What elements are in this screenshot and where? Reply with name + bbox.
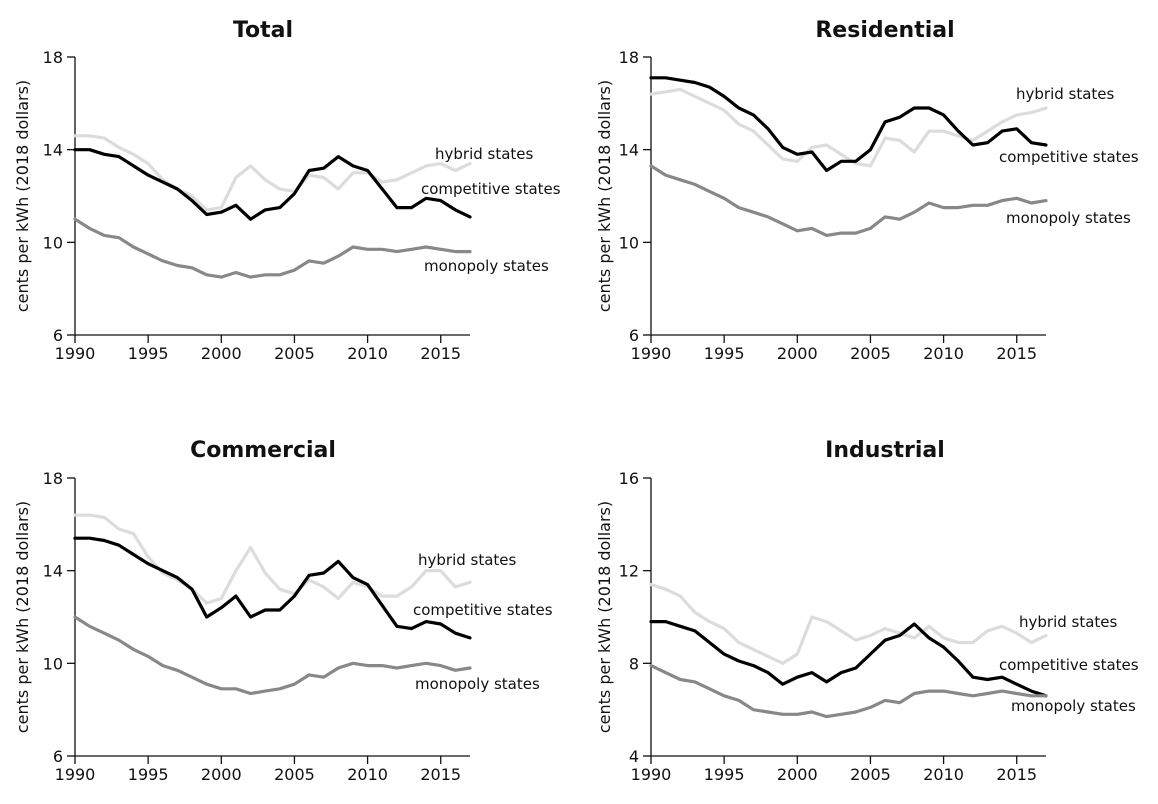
x-tick-label: 2010 (347, 765, 388, 784)
series-label-monopoly-states: monopoly states (1006, 209, 1131, 227)
y-tick-label: 16 (619, 469, 639, 488)
series-label-monopoly-states: monopoly states (415, 675, 540, 693)
x-tick-label: 1990 (55, 765, 96, 784)
chart-title: Total (233, 18, 293, 43)
y-axis-label: cents per kWh (2018 dollars) (13, 80, 32, 312)
series-label-monopoly-states: monopoly states (1011, 697, 1136, 715)
y-tick-label: 6 (53, 747, 63, 766)
y-axis-label: cents per kWh (2018 dollars) (595, 80, 614, 312)
x-tick-label: 2015 (420, 765, 461, 784)
x-tick-label: 2005 (274, 765, 315, 784)
series-line-hybrid-states (649, 582, 1048, 665)
x-tick-label: 2005 (850, 765, 891, 784)
series-line-hybrid-states (73, 513, 472, 605)
x-tick-label: 2015 (996, 765, 1037, 784)
y-tick-label: 10 (43, 654, 63, 673)
series-line-monopoly-states (73, 217, 472, 279)
chart-panel-2: Commercial 6 10 14 18 1990 1995 2000 2005 2010 201… (13, 438, 553, 784)
series-label-hybrid-states: hybrid states (1019, 613, 1118, 631)
y-tick-label: 8 (629, 654, 639, 673)
y-tick-label: 6 (629, 326, 639, 345)
x-tick-label: 2000 (777, 765, 818, 784)
y-tick-label: 14 (43, 141, 63, 160)
x-tick-label: 2015 (996, 344, 1037, 363)
x-tick-label: 2015 (420, 344, 461, 363)
y-tick-label: 12 (619, 562, 639, 581)
y-tick-label: 10 (43, 233, 63, 252)
x-tick-label: 1995 (704, 344, 745, 363)
x-tick-label: 2005 (274, 344, 315, 363)
x-tick-label: 2000 (201, 344, 242, 363)
x-tick-label: 2010 (347, 344, 388, 363)
x-tick-label: 1995 (704, 765, 745, 784)
y-tick-label: 14 (43, 562, 63, 581)
y-tick-label: 4 (629, 747, 639, 766)
series-line-monopoly-states (649, 663, 1048, 719)
x-tick-label: 1990 (631, 344, 672, 363)
series-line-competitive-states (73, 148, 472, 221)
series-line-competitive-states (649, 76, 1048, 173)
x-tick-label: 1995 (128, 344, 169, 363)
series-label-competitive-states: competitive states (413, 601, 553, 619)
series-line-competitive-states (73, 536, 472, 640)
chart-panel-3: Industrial 4 8 12 16 1990 1995 2000 2005 2010 2015… (595, 438, 1139, 784)
series-label-hybrid-states: hybrid states (418, 551, 517, 569)
y-tick-label: 18 (43, 469, 63, 488)
y-tick-label: 18 (619, 48, 639, 67)
y-tick-label: 14 (619, 141, 639, 160)
series-label-competitive-states: competitive states (999, 656, 1139, 674)
x-tick-label: 1990 (55, 344, 96, 363)
y-tick-label: 18 (43, 48, 63, 67)
x-tick-label: 2010 (923, 765, 964, 784)
x-tick-label: 2005 (850, 344, 891, 363)
y-axis-label: cents per kWh (2018 dollars) (13, 501, 32, 733)
series-label-monopoly-states: monopoly states (424, 257, 549, 275)
series-label-hybrid-states: hybrid states (1016, 85, 1115, 103)
series-label-hybrid-states: hybrid states (435, 145, 534, 163)
chart-panel-0: Total 6 10 14 18 1990 1995 2000 2005 2010 2015 cent… (13, 18, 561, 363)
chart-panel-1: Residential 6 10 14 18 1990 1995 2000 2005 2010 20… (595, 18, 1139, 363)
chart-title: Industrial (825, 438, 945, 463)
y-tick-label: 6 (53, 326, 63, 345)
series-line-hybrid-states (649, 87, 1048, 168)
chart-title: Residential (815, 18, 954, 43)
x-tick-label: 2000 (201, 765, 242, 784)
chart-title: Commercial (190, 438, 336, 463)
x-tick-label: 2010 (923, 344, 964, 363)
y-tick-label: 10 (619, 233, 639, 252)
x-tick-label: 1990 (631, 765, 672, 784)
series-line-competitive-states (649, 619, 1048, 698)
series-label-competitive-states: competitive states (999, 148, 1139, 166)
x-tick-label: 1995 (128, 765, 169, 784)
x-tick-label: 2000 (777, 344, 818, 363)
y-axis-label: cents per kWh (2018 dollars) (595, 501, 614, 733)
series-label-competitive-states: competitive states (421, 180, 561, 198)
series-line-hybrid-states (73, 134, 472, 212)
series-line-monopoly-states (649, 164, 1048, 237)
series-line-monopoly-states (73, 615, 472, 696)
